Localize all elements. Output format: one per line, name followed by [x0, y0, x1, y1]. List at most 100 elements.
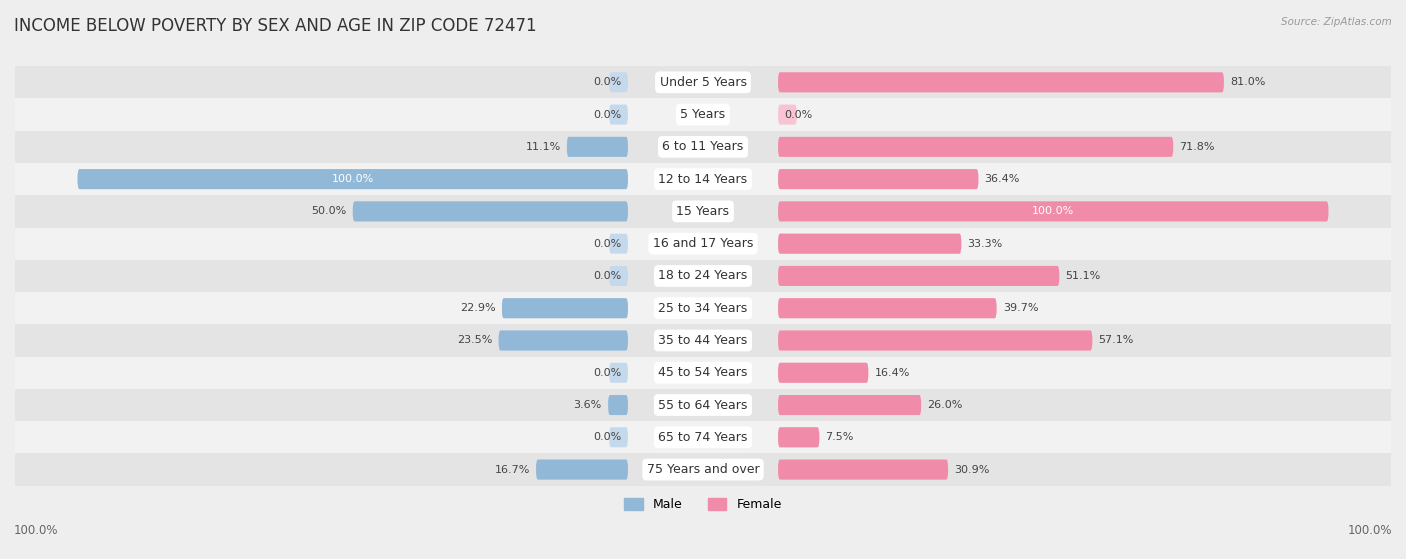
- Text: Under 5 Years: Under 5 Years: [659, 76, 747, 89]
- Text: 30.9%: 30.9%: [955, 465, 990, 475]
- FancyBboxPatch shape: [778, 137, 1173, 157]
- FancyBboxPatch shape: [567, 137, 628, 157]
- FancyBboxPatch shape: [778, 137, 1173, 157]
- FancyBboxPatch shape: [778, 395, 921, 415]
- FancyBboxPatch shape: [499, 330, 628, 350]
- FancyBboxPatch shape: [778, 298, 997, 318]
- Text: 71.8%: 71.8%: [1180, 142, 1215, 152]
- Text: 22.9%: 22.9%: [460, 303, 496, 313]
- FancyBboxPatch shape: [609, 72, 628, 92]
- Text: 100.0%: 100.0%: [1347, 524, 1392, 537]
- Text: 0.0%: 0.0%: [593, 368, 621, 378]
- FancyBboxPatch shape: [609, 427, 628, 447]
- FancyBboxPatch shape: [778, 169, 979, 189]
- FancyBboxPatch shape: [609, 266, 628, 286]
- Bar: [15, 163, 1391, 195]
- FancyBboxPatch shape: [778, 459, 948, 480]
- Text: 57.1%: 57.1%: [1098, 335, 1135, 345]
- Text: 100.0%: 100.0%: [332, 174, 374, 184]
- FancyBboxPatch shape: [778, 363, 869, 383]
- FancyBboxPatch shape: [778, 459, 948, 480]
- Text: 100.0%: 100.0%: [14, 524, 59, 537]
- Bar: [15, 195, 1391, 228]
- Bar: [15, 324, 1391, 357]
- Text: 7.5%: 7.5%: [825, 432, 853, 442]
- Text: 51.1%: 51.1%: [1066, 271, 1101, 281]
- FancyBboxPatch shape: [778, 266, 1059, 286]
- FancyBboxPatch shape: [567, 137, 628, 157]
- Text: 75 Years and over: 75 Years and over: [647, 463, 759, 476]
- Legend: Male, Female: Male, Female: [619, 493, 787, 516]
- Text: Source: ZipAtlas.com: Source: ZipAtlas.com: [1281, 17, 1392, 27]
- Bar: [15, 389, 1391, 421]
- Text: 16 and 17 Years: 16 and 17 Years: [652, 237, 754, 250]
- FancyBboxPatch shape: [609, 234, 628, 254]
- FancyBboxPatch shape: [353, 201, 628, 221]
- FancyBboxPatch shape: [778, 363, 869, 383]
- Text: 18 to 24 Years: 18 to 24 Years: [658, 269, 748, 282]
- Text: 0.0%: 0.0%: [593, 271, 621, 281]
- Text: 45 to 54 Years: 45 to 54 Years: [658, 366, 748, 379]
- Text: 50.0%: 50.0%: [311, 206, 346, 216]
- Text: 0.0%: 0.0%: [785, 110, 813, 120]
- FancyBboxPatch shape: [778, 201, 1329, 221]
- FancyBboxPatch shape: [77, 169, 628, 189]
- FancyBboxPatch shape: [609, 395, 628, 415]
- FancyBboxPatch shape: [778, 266, 1059, 286]
- Text: 23.5%: 23.5%: [457, 335, 492, 345]
- Bar: [15, 421, 1391, 453]
- FancyBboxPatch shape: [778, 427, 820, 447]
- FancyBboxPatch shape: [778, 427, 820, 447]
- Text: 16.7%: 16.7%: [495, 465, 530, 475]
- FancyBboxPatch shape: [778, 298, 997, 318]
- Text: 25 to 34 Years: 25 to 34 Years: [658, 302, 748, 315]
- Text: 15 Years: 15 Years: [676, 205, 730, 218]
- Text: 3.6%: 3.6%: [574, 400, 602, 410]
- Text: 5 Years: 5 Years: [681, 108, 725, 121]
- FancyBboxPatch shape: [609, 105, 628, 125]
- Text: 0.0%: 0.0%: [593, 77, 621, 87]
- Text: 55 to 64 Years: 55 to 64 Years: [658, 399, 748, 411]
- FancyBboxPatch shape: [536, 459, 628, 480]
- FancyBboxPatch shape: [778, 395, 921, 415]
- FancyBboxPatch shape: [778, 72, 1223, 92]
- Text: 0.0%: 0.0%: [593, 110, 621, 120]
- Text: 33.3%: 33.3%: [967, 239, 1002, 249]
- Bar: [15, 453, 1391, 486]
- Text: 65 to 74 Years: 65 to 74 Years: [658, 431, 748, 444]
- Bar: [15, 98, 1391, 131]
- FancyBboxPatch shape: [353, 201, 628, 221]
- FancyBboxPatch shape: [778, 330, 1092, 350]
- Bar: [15, 292, 1391, 324]
- FancyBboxPatch shape: [778, 169, 979, 189]
- Text: 36.4%: 36.4%: [984, 174, 1019, 184]
- Text: INCOME BELOW POVERTY BY SEX AND AGE IN ZIP CODE 72471: INCOME BELOW POVERTY BY SEX AND AGE IN Z…: [14, 17, 537, 35]
- FancyBboxPatch shape: [778, 105, 797, 125]
- Text: 16.4%: 16.4%: [875, 368, 910, 378]
- Text: 35 to 44 Years: 35 to 44 Years: [658, 334, 748, 347]
- Text: 6 to 11 Years: 6 to 11 Years: [662, 140, 744, 153]
- FancyBboxPatch shape: [778, 201, 1329, 221]
- Text: 100.0%: 100.0%: [1032, 206, 1074, 216]
- FancyBboxPatch shape: [502, 298, 628, 318]
- FancyBboxPatch shape: [778, 72, 1223, 92]
- FancyBboxPatch shape: [609, 363, 628, 383]
- FancyBboxPatch shape: [778, 330, 1092, 350]
- Bar: [15, 357, 1391, 389]
- FancyBboxPatch shape: [609, 395, 628, 415]
- Text: 0.0%: 0.0%: [593, 432, 621, 442]
- Text: 39.7%: 39.7%: [1002, 303, 1038, 313]
- FancyBboxPatch shape: [77, 169, 628, 189]
- FancyBboxPatch shape: [502, 298, 628, 318]
- FancyBboxPatch shape: [778, 234, 962, 254]
- Bar: [15, 228, 1391, 260]
- Text: 81.0%: 81.0%: [1230, 77, 1265, 87]
- Text: 11.1%: 11.1%: [526, 142, 561, 152]
- Bar: [15, 131, 1391, 163]
- Text: 26.0%: 26.0%: [928, 400, 963, 410]
- Text: 0.0%: 0.0%: [593, 239, 621, 249]
- FancyBboxPatch shape: [536, 459, 628, 480]
- FancyBboxPatch shape: [499, 330, 628, 350]
- FancyBboxPatch shape: [778, 234, 962, 254]
- Bar: [15, 260, 1391, 292]
